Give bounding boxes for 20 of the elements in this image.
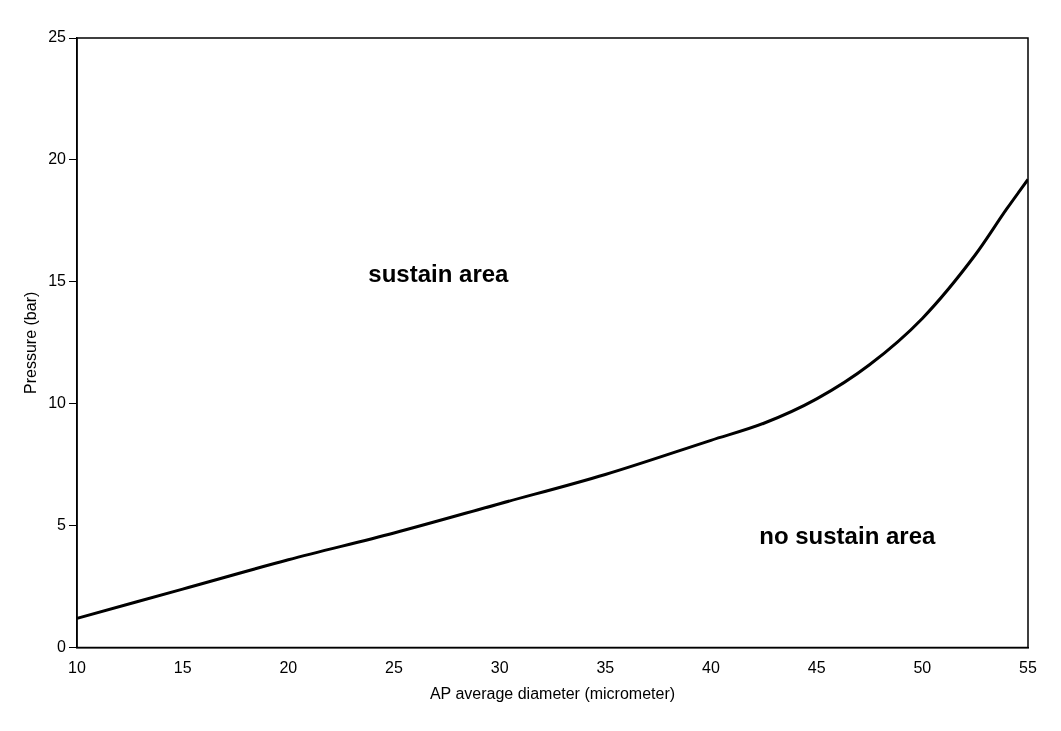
x-tick-label: 50 xyxy=(913,658,932,676)
y-tick-label: 15 xyxy=(48,272,67,290)
x-tick-label: 25 xyxy=(385,658,403,676)
x-tick-label: 15 xyxy=(173,658,192,676)
annotation: sustain area xyxy=(368,260,510,288)
y-tick-label: 25 xyxy=(48,28,67,46)
x-tick-label: 10 xyxy=(68,658,86,676)
x-axis-title: AP average diameter (micrometer) xyxy=(429,684,676,702)
y-tick-label: 10 xyxy=(48,394,67,412)
x-tick-label: 45 xyxy=(807,658,826,676)
x-tick-label: 40 xyxy=(702,658,720,676)
x-tick-label: 35 xyxy=(596,658,615,676)
x-tick-label: 20 xyxy=(279,658,298,676)
x-tick-label: 30 xyxy=(490,658,509,676)
y-axis-title: Pressure (bar) xyxy=(22,291,40,394)
y-tick-label: 0 xyxy=(57,638,67,656)
x-tick-label: 55 xyxy=(1019,658,1037,676)
y-tick-label: 20 xyxy=(48,150,67,168)
annotation: no sustain area xyxy=(759,522,936,550)
y-tick-label: 5 xyxy=(57,516,67,534)
